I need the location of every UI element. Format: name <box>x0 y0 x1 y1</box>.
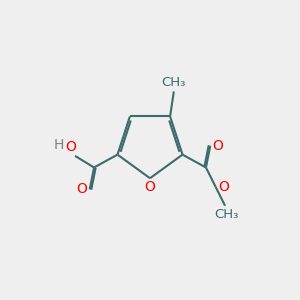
Text: O: O <box>218 180 230 194</box>
Text: H: H <box>53 138 64 152</box>
Text: O: O <box>213 139 224 153</box>
Text: O: O <box>145 180 155 194</box>
Text: CH₃: CH₃ <box>162 76 186 89</box>
Text: O: O <box>66 140 76 154</box>
Text: O: O <box>76 182 87 197</box>
Text: CH₃: CH₃ <box>214 208 239 221</box>
